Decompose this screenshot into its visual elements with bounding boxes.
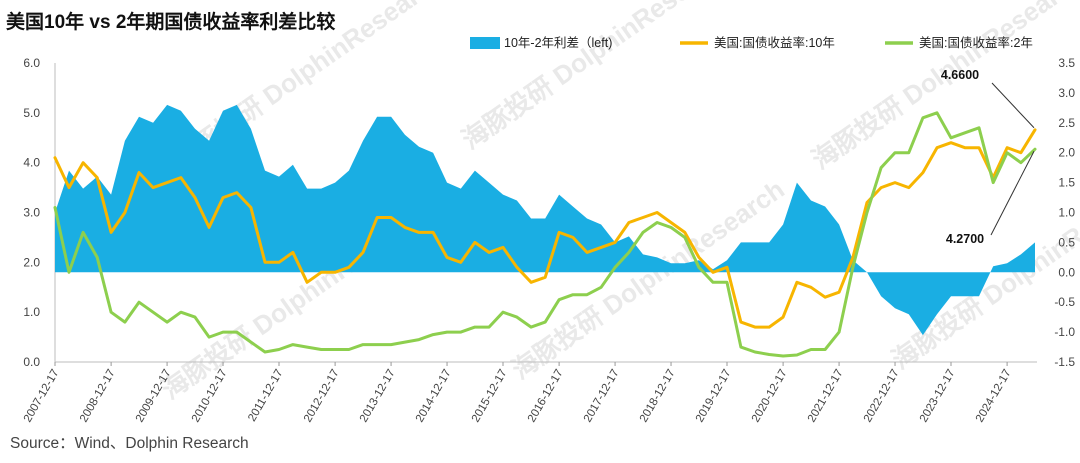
x-tick-label: 2021-12-17 [806,368,846,425]
right-tick-label: -0.5 [1054,295,1075,309]
spread-area [55,104,1035,336]
x-tick-label: 2020-12-17 [750,368,790,425]
legend-label-ten-year: 美国:国债收益率:10年 [714,35,835,50]
right-tick-label: -1.5 [1054,355,1075,369]
x-tick-label: 2007-12-17 [22,368,62,425]
x-tick-label: 2022-12-17 [862,368,902,425]
two-year-yield-line [53,111,1037,358]
annotation-layer: 4.6600 4.2700 [941,68,1035,246]
right-tick-label: 1.0 [1058,206,1075,220]
x-tick-label: 2013-12-17 [358,368,398,425]
watermark-text: 海豚投研 DolphinResearch [456,0,739,155]
right-tick-label: 3.5 [1058,56,1075,70]
spread-area-layer [55,104,1035,336]
annotation-two-year-end: 4.2700 [946,232,984,246]
right-tick-label: 1.5 [1058,176,1075,190]
x-tick-label: 2014-12-17 [414,368,454,425]
watermark-text: 海豚投研 DolphinResearch [806,0,1080,175]
x-tick-label: 2008-12-17 [78,368,118,425]
right-tick-label: 3.0 [1058,86,1075,100]
left-axis: 0.0 1.0 2.0 3.0 4.0 5.0 6.0 [23,56,56,369]
right-axis: -1.5 -1.0 -0.5 0.0 0.5 1.0 1.5 2.0 2.5 3.0 3.5 [1054,56,1075,369]
right-tick-label: 0.5 [1058,235,1075,249]
right-tick-label: 2.5 [1058,116,1075,130]
legend-label-two-year: 美国:国债收益率:2年 [919,35,1033,50]
annotation-ten-year-end: 4.6600 [941,68,979,82]
x-tick-label: 2024-12-17 [974,368,1014,425]
left-tick-label: 1.0 [23,305,40,319]
left-tick-label: 2.0 [23,255,40,269]
right-tick-label: 0.0 [1058,265,1075,279]
watermark-text: 海豚投研 DolphinResearch [506,174,789,385]
left-tick-label: 3.0 [23,206,40,220]
x-tick-label: 2019-12-17 [694,368,734,425]
x-tick-label: 2015-12-17 [470,368,510,425]
legend-swatch-spread [470,37,500,49]
legend: 10年-2年利差（left) 美国:国债收益率:10年 美国:国债收益率:2年 [470,35,1033,50]
left-tick-label: 6.0 [23,56,40,70]
x-tick-label: 2012-12-17 [302,368,342,425]
x-tick-label: 2011-12-17 [246,368,285,424]
watermark-text: 海豚投研 DolphinResearch [886,164,1080,375]
yield-lines-layer [53,111,1037,358]
right-tick-label: 2.0 [1058,146,1075,160]
right-tick-label: -1.0 [1054,325,1075,339]
annotation-leader-two-year [990,150,1035,236]
source-note: Source：Wind、Dolphin Research [10,435,249,452]
annotation-leader-ten-year [991,82,1035,129]
x-tick-label: 2018-12-17 [638,368,678,425]
left-tick-label: 5.0 [23,106,40,120]
x-tick-label: 2017-12-17 [582,368,622,425]
left-tick-label: 4.0 [23,156,40,170]
x-tick-label: 2023-12-17 [918,368,958,425]
chart-title: 美国10年 vs 2年期国债收益率利差比较 [6,10,335,33]
legend-label-spread: 10年-2年利差（left) [504,36,612,50]
left-tick-label: 0.0 [23,355,40,369]
